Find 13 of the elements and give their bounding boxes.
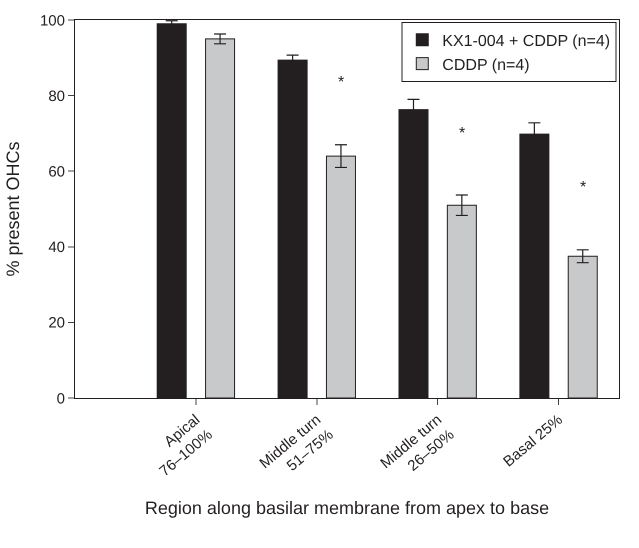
legend-label: CDDP (n=4) [442,56,530,74]
x-axis-title: Region along basilar membrane from apex to base [144,498,550,518]
y-tick-label: 60 [48,163,65,180]
annotation: * [459,125,466,142]
y-tick-label: 0 [56,390,65,408]
y-tick-label: 80 [48,88,65,105]
annotation: * [580,179,586,196]
y-tick-label: 100 [40,12,65,30]
y-axis-title: % present OHCs [3,141,24,277]
legend-label: KX1-004 + CDDP (n=4) [442,33,610,50]
y-tick-label: 40 [48,239,65,256]
annotation: * [338,74,344,91]
y-tick-label: 20 [48,314,65,332]
